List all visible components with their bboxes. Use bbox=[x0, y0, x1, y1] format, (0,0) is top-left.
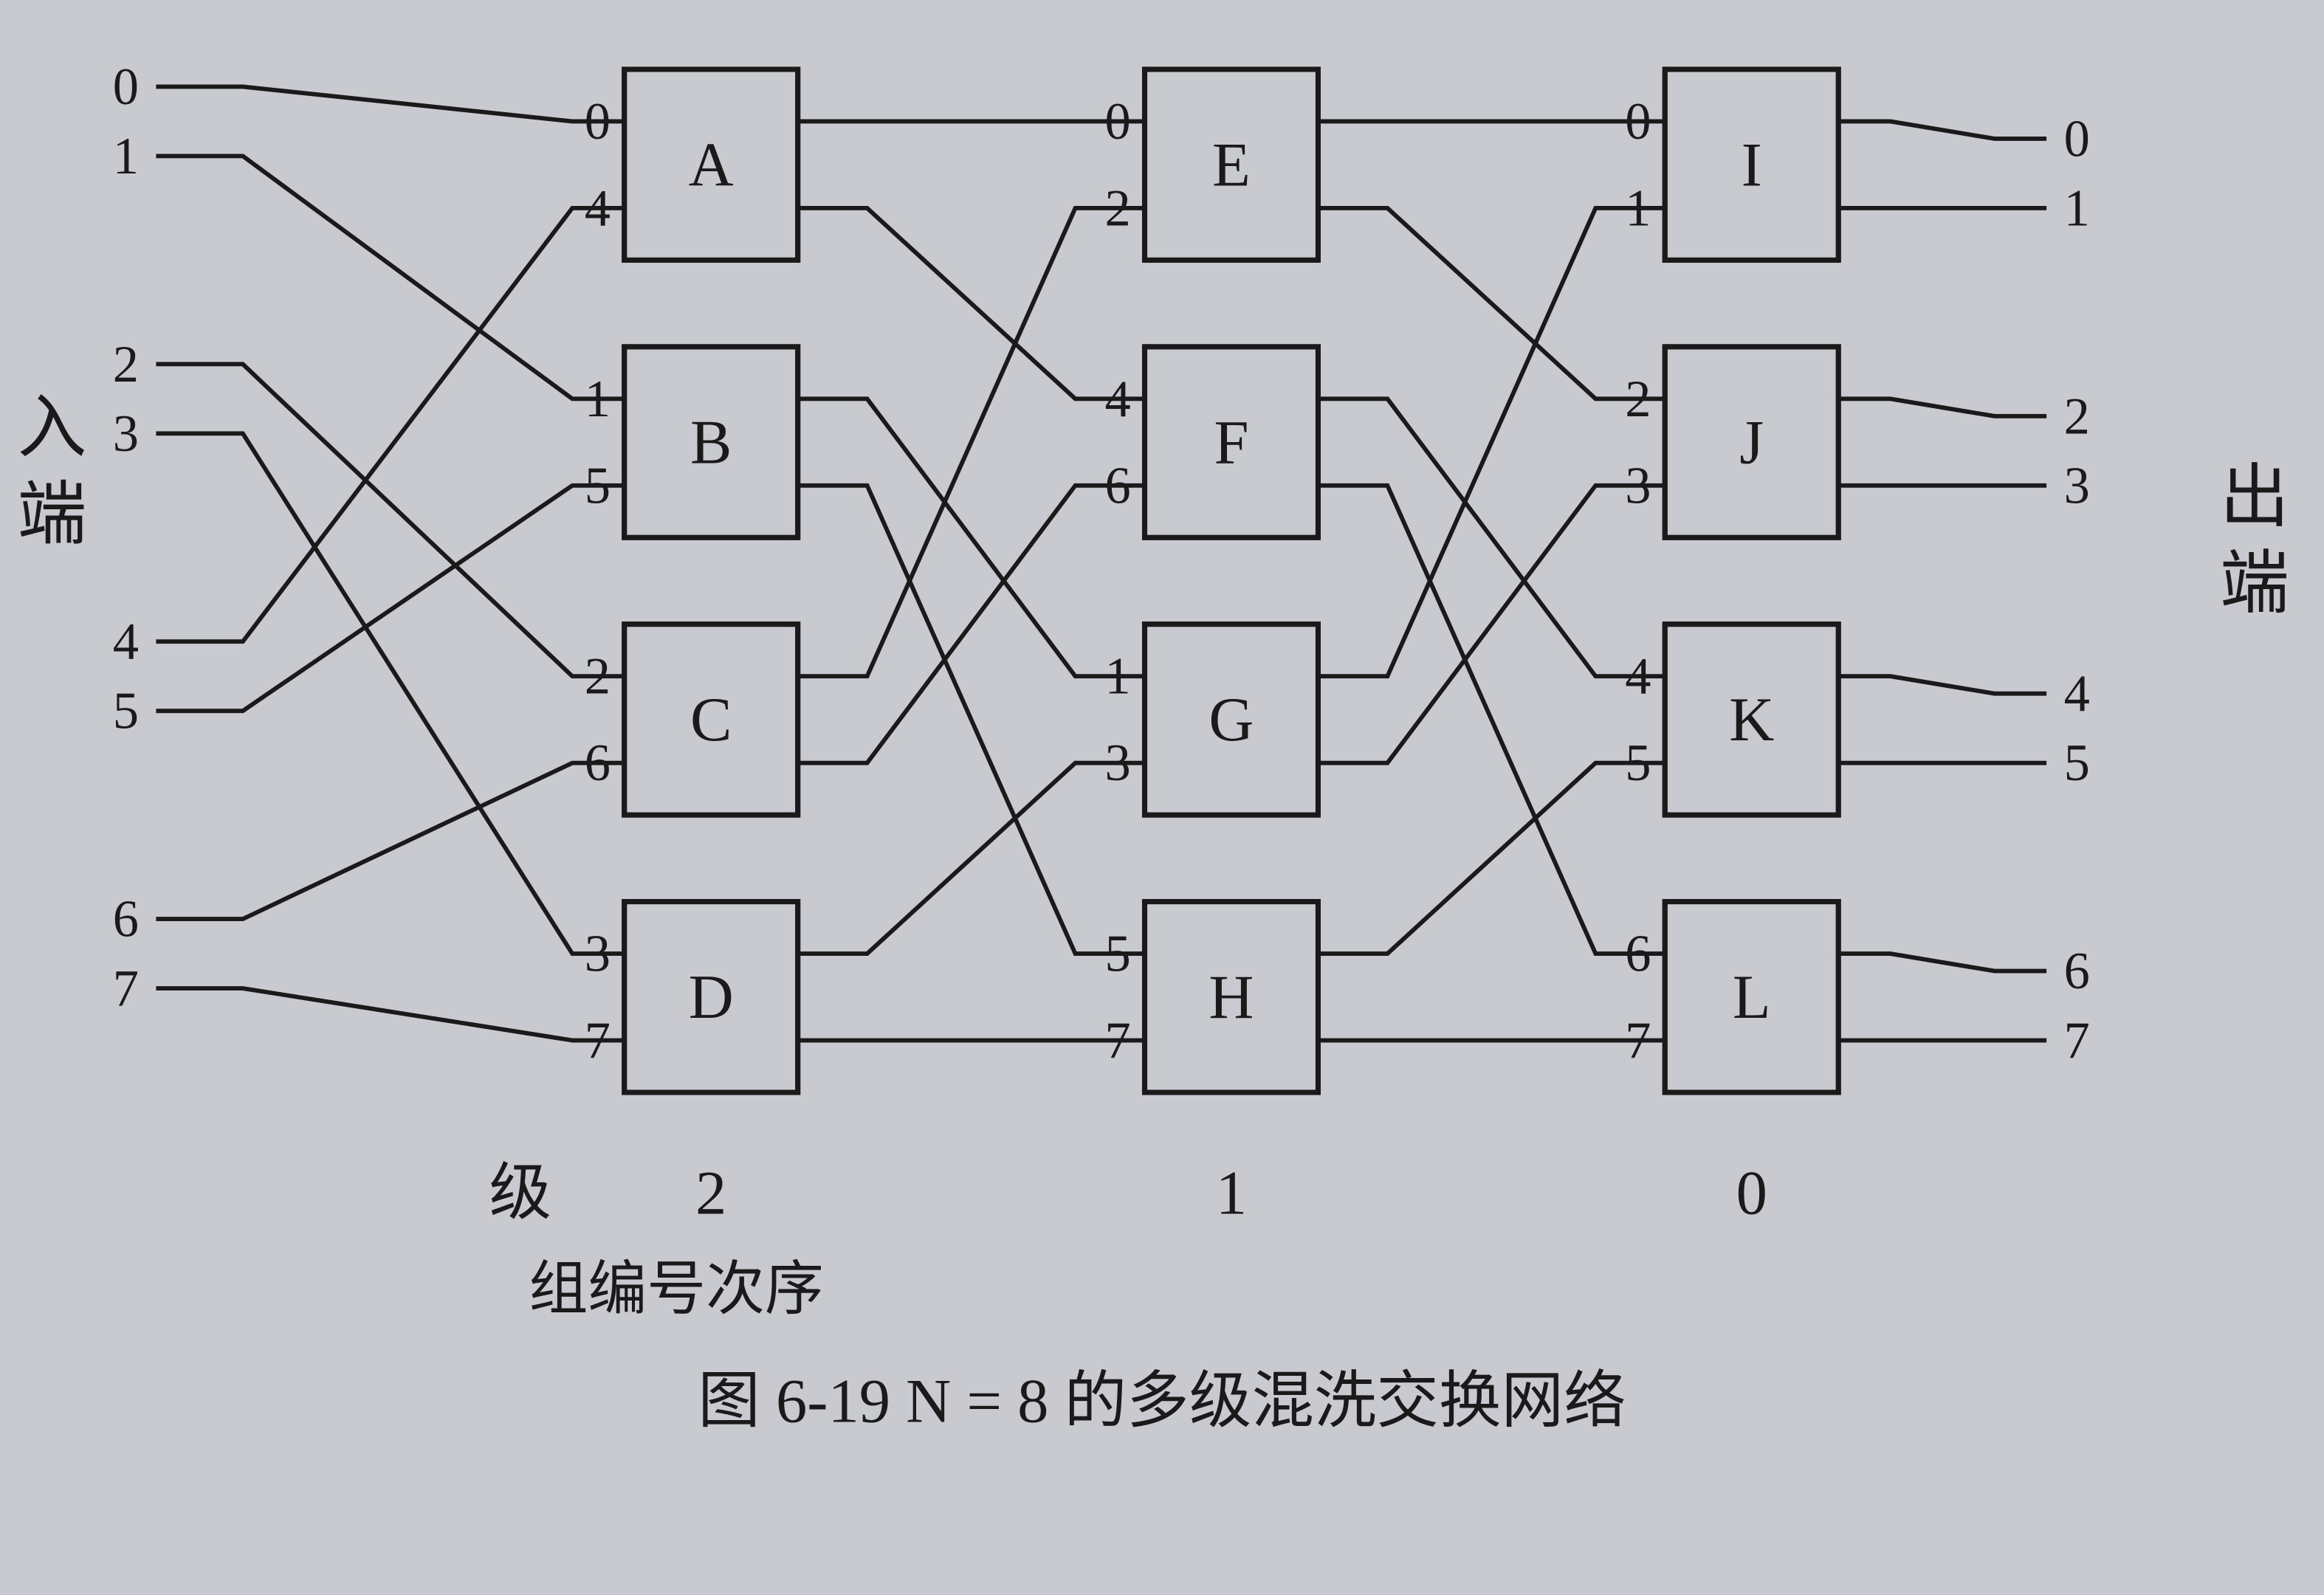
output-terminal-label: 2 bbox=[2064, 387, 2090, 445]
input-side-label: 入 bbox=[17, 390, 86, 466]
box-label: G bbox=[1209, 686, 1254, 754]
wire bbox=[156, 364, 624, 676]
box-label: J bbox=[1739, 408, 1764, 477]
wire bbox=[1318, 763, 1665, 954]
port-label: 5 bbox=[585, 457, 611, 514]
wire bbox=[156, 988, 624, 1040]
box-label: D bbox=[689, 963, 734, 1032]
input-terminal-label: 2 bbox=[113, 336, 139, 393]
wire bbox=[1318, 208, 1665, 399]
port-label: 2 bbox=[585, 648, 611, 706]
wire bbox=[798, 208, 1145, 399]
wire bbox=[798, 486, 1145, 954]
input-terminal-label: 0 bbox=[113, 58, 139, 116]
port-label: 3 bbox=[585, 926, 611, 983]
input-terminal-label: 4 bbox=[113, 613, 139, 671]
wire bbox=[156, 486, 624, 711]
port-label: 4 bbox=[1104, 371, 1130, 428]
port-label: 0 bbox=[585, 93, 611, 151]
port-label: 4 bbox=[1625, 648, 1651, 706]
box-label: F bbox=[1214, 408, 1248, 477]
output-terminal-label: 7 bbox=[2064, 1012, 2090, 1069]
output-terminal-label: 4 bbox=[2064, 665, 2090, 723]
port-label: 1 bbox=[1625, 179, 1651, 237]
port-label: 6 bbox=[585, 734, 611, 792]
input-terminal-label: 7 bbox=[113, 960, 139, 1018]
input-terminal-label: 5 bbox=[113, 683, 139, 740]
output-terminal-label: 5 bbox=[2064, 734, 2090, 792]
input-terminal-label: 6 bbox=[113, 891, 139, 948]
figure-caption: 图 6-19 N = 8 的多级混洗交换网络 bbox=[698, 1367, 1626, 1436]
wire bbox=[1318, 486, 1665, 954]
box-label: L bbox=[1733, 963, 1771, 1032]
input-terminal-label: 3 bbox=[113, 405, 139, 463]
box-label: C bbox=[690, 686, 732, 754]
port-label: 1 bbox=[585, 371, 611, 428]
box-label: I bbox=[1742, 131, 1762, 199]
stage-number: 1 bbox=[1216, 1159, 1247, 1227]
wire bbox=[156, 763, 624, 919]
wire bbox=[1838, 954, 2046, 971]
stage-row-label: 级 bbox=[489, 1159, 551, 1227]
shuffle-network-diagram: A 0 4 B 1 5 C 2 6 D 3 7 E 0 2 F 4 6 G 1 3 H 5 7 I 0 1 J 2 3 K 4 5 L 6 7 0 1 2 3… bbox=[0, 0, 2324, 1595]
port-label: 5 bbox=[1104, 926, 1130, 983]
port-label: 6 bbox=[1104, 457, 1130, 514]
port-label: 0 bbox=[1104, 93, 1130, 151]
wire bbox=[798, 763, 1145, 954]
port-label: 7 bbox=[1104, 1012, 1130, 1069]
output-side-label: 出 bbox=[2220, 459, 2289, 536]
port-label: 2 bbox=[1625, 371, 1651, 428]
output-terminal-label: 0 bbox=[2064, 110, 2090, 168]
box-label: A bbox=[689, 131, 734, 199]
stage-number: 0 bbox=[1736, 1159, 1767, 1227]
stage-number: 2 bbox=[695, 1159, 726, 1227]
wire bbox=[156, 433, 624, 954]
wire bbox=[156, 208, 624, 641]
box-label: E bbox=[1212, 131, 1251, 199]
input-terminal-label: 1 bbox=[113, 128, 139, 185]
output-terminal-label: 1 bbox=[2064, 179, 2090, 237]
wire bbox=[798, 208, 1145, 676]
box-label: K bbox=[1729, 686, 1774, 754]
port-label: 3 bbox=[1625, 457, 1651, 514]
port-label: 7 bbox=[1625, 1012, 1651, 1069]
port-label: 6 bbox=[1625, 926, 1651, 983]
handwritten-annotation: 组编号次序 bbox=[529, 1258, 824, 1323]
port-label: 1 bbox=[1104, 648, 1130, 706]
wire bbox=[1838, 399, 2046, 416]
output-side-label: 端 bbox=[2220, 545, 2289, 622]
wire bbox=[1838, 676, 2046, 693]
port-label: 0 bbox=[1625, 93, 1651, 151]
port-label: 7 bbox=[585, 1012, 611, 1069]
port-label: 3 bbox=[1104, 734, 1130, 792]
port-label: 5 bbox=[1625, 734, 1651, 792]
input-side-label: 端 bbox=[17, 476, 86, 553]
box-label: B bbox=[690, 408, 732, 477]
wire bbox=[1318, 208, 1665, 676]
port-label: 4 bbox=[585, 179, 611, 237]
port-label: 2 bbox=[1104, 179, 1130, 237]
box-label: H bbox=[1209, 963, 1254, 1032]
output-terminal-label: 6 bbox=[2064, 943, 2090, 1000]
output-terminal-label: 3 bbox=[2064, 457, 2090, 514]
wire bbox=[1838, 121, 2046, 138]
wire bbox=[156, 86, 624, 121]
